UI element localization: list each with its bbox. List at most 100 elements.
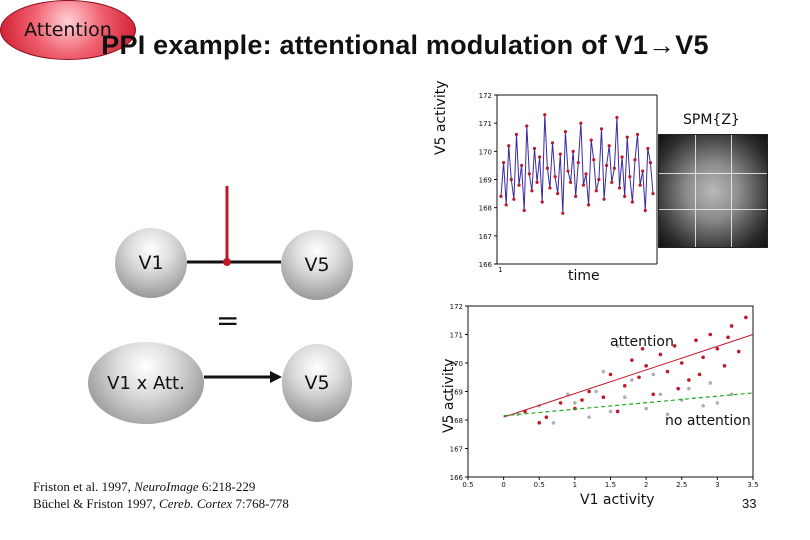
- scatter-point-no-attention: [729, 392, 734, 397]
- timeseries-x-label: time: [568, 268, 600, 284]
- scatter-point-attention: [615, 409, 620, 414]
- timeseries-point: [620, 155, 624, 159]
- equals-sign: =: [216, 304, 240, 337]
- citations: Friston et al. 1997, NeuroImage 6:218-22…: [33, 478, 289, 512]
- brain-crosshair-v1: [695, 135, 696, 247]
- citation-buchel-journal: Cereb. Cortex: [159, 496, 233, 511]
- scatter-ytick-label: 171: [450, 332, 463, 340]
- timeseries-ytick-label: 171: [479, 120, 492, 128]
- scatter-point-attention: [701, 355, 705, 360]
- spm-brain-image: [658, 134, 768, 248]
- scatter-point-attention: [672, 344, 677, 348]
- timeseries-point: [563, 130, 568, 134]
- timeseries-point: [499, 194, 503, 198]
- timeseries-point: [550, 141, 555, 145]
- scatter-point-attention: [736, 349, 741, 354]
- scatter-xtick-label: 0: [501, 481, 505, 489]
- legend-no-attention: no attention: [665, 413, 751, 429]
- timeseries-xtick-label: 1: [498, 266, 502, 274]
- scatter-frame: [467, 305, 754, 478]
- scatter-ytick-label: 172: [450, 303, 463, 311]
- scatter-point-no-attention: [715, 401, 720, 405]
- attention-node: Attention: [0, 0, 136, 60]
- timeseries-point: [597, 177, 601, 182]
- scatter-point-attention: [694, 338, 698, 343]
- timeseries-point: [594, 189, 598, 193]
- timeseries-ytick-label: 169: [479, 177, 492, 185]
- timeseries-point: [607, 144, 611, 148]
- scatter-point-attention: [708, 332, 713, 337]
- scatter-point-no-attention: [658, 392, 663, 397]
- timeseries-point: [517, 183, 521, 187]
- timeseries-point: [558, 152, 562, 156]
- scatter-point-no-attention: [701, 403, 705, 408]
- scatter-point-no-attention: [622, 395, 627, 400]
- v5-node-bottom: V5: [282, 344, 352, 422]
- timeseries-point: [545, 166, 549, 170]
- timeseries-point: [501, 161, 506, 165]
- scatter-point-attention: [640, 346, 645, 351]
- timeseries-point: [543, 113, 547, 117]
- timeseries-ytick-label: 167: [479, 233, 492, 241]
- scatter-point-attention: [697, 372, 702, 377]
- citation-friston-authors: Friston et al. 1997,: [33, 479, 135, 494]
- scatter-xtick-label: 3: [715, 481, 719, 489]
- timeseries-point: [514, 132, 519, 137]
- scatter-point-attention: [665, 369, 670, 374]
- scatter-point-attention: [537, 421, 542, 425]
- scatter-xtick-label: 0.5: [462, 481, 473, 489]
- scatter-y-label: V5 activity: [441, 358, 457, 433]
- scatter-point-attention: [744, 315, 748, 320]
- timeseries-point: [584, 172, 588, 176]
- v1-x-attention-node: V1 x Att.: [88, 342, 204, 424]
- scatter-xtick-label: 3.5: [747, 481, 758, 489]
- spm-label: SPM{Z}: [683, 112, 740, 128]
- scatter-point-attention: [726, 335, 730, 340]
- scatter-point-attention: [644, 364, 648, 368]
- timeseries-ytick-label: 166: [479, 261, 493, 269]
- scatter-xtick-label: 1.5: [605, 481, 616, 489]
- scatter-point-attention: [601, 395, 606, 400]
- scatter-point-no-attention: [644, 406, 648, 411]
- scatter-point-no-attention: [573, 401, 577, 405]
- timeseries-point: [630, 200, 634, 204]
- fit-line-attention: [503, 334, 754, 418]
- page-number: 33: [742, 496, 757, 511]
- timeseries-point: [556, 191, 560, 196]
- timeseries-point: [633, 158, 637, 162]
- timeseries-point: [635, 132, 640, 137]
- scatter-point-attention: [679, 361, 684, 365]
- timeseries-point: [507, 144, 511, 148]
- v1-node: V1: [115, 228, 187, 298]
- timeseries-point: [568, 180, 573, 184]
- scatter-point-attention: [658, 352, 663, 357]
- timeseries-point: [530, 189, 534, 193]
- scatter-point-attention: [630, 358, 634, 362]
- timeseries-point: [589, 138, 593, 142]
- scatter-point-attention: [687, 378, 691, 382]
- timeseries-point: [617, 186, 622, 190]
- timeseries-point: [525, 124, 529, 128]
- citation-friston: Friston et al. 1997, NeuroImage 6:218-22…: [33, 478, 289, 495]
- brain-crosshair-h1: [659, 173, 767, 174]
- timeseries-point: [538, 155, 542, 159]
- timeseries-point: [561, 211, 565, 215]
- timeseries-point: [566, 169, 570, 173]
- scatter-point-no-attention: [587, 415, 591, 419]
- timeseries-point: [602, 197, 606, 201]
- timeseries-point: [579, 121, 583, 125]
- scatter-point-attention: [558, 401, 563, 405]
- timeseries-ytick-label: 172: [479, 92, 492, 100]
- timeseries-point: [548, 186, 552, 190]
- citation-friston-ref: 6:218-229: [198, 479, 256, 494]
- timeseries-point: [586, 203, 591, 207]
- scatter-point-no-attention: [608, 409, 613, 414]
- legend-attention: attention: [610, 334, 674, 350]
- scatter-point-no-attention: [615, 344, 620, 348]
- timeseries-point: [553, 175, 557, 179]
- timeseries-point: [605, 163, 609, 168]
- scatter-xtick-label: 1: [573, 481, 577, 489]
- scatter-ytick-label: 167: [450, 446, 463, 454]
